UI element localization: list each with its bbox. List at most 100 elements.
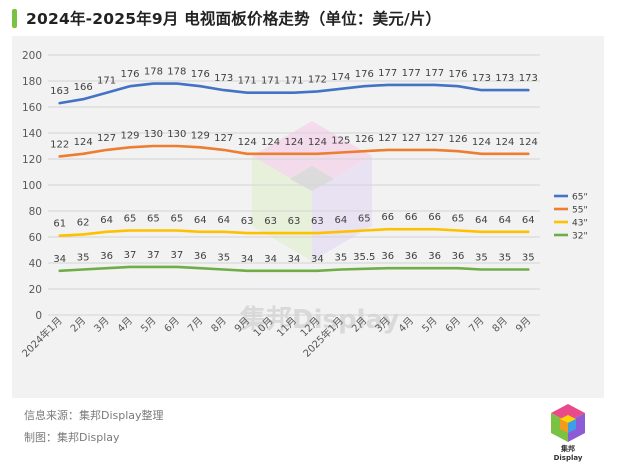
line-chart: 集邦Display0204060801001201401601802002024… — [12, 36, 604, 398]
data-label: 65 — [147, 214, 160, 225]
data-label: 65 — [124, 214, 137, 225]
y-tick-label: 140 — [22, 128, 42, 140]
brand-logo-icon — [548, 402, 588, 444]
data-label: 64 — [217, 215, 230, 226]
data-label: 124 — [519, 137, 538, 148]
data-label: 124 — [472, 137, 491, 148]
y-tick-label: 20 — [29, 284, 42, 296]
data-label: 65 — [170, 214, 183, 225]
data-label: 65 — [452, 214, 465, 225]
data-label: 64 — [522, 215, 535, 226]
data-label: 124 — [238, 137, 257, 148]
x-tick-label: 6月 — [443, 315, 463, 335]
data-label: 174 — [331, 72, 350, 83]
footer-source: 信息来源：集邦Display整理 — [24, 407, 164, 423]
x-tick-label: 5月 — [420, 315, 440, 335]
data-label: 36 — [194, 251, 207, 262]
title-accent-bar — [12, 9, 17, 28]
data-label: 171 — [284, 76, 303, 87]
data-label: 171 — [238, 76, 257, 87]
data-label: 124 — [284, 137, 303, 148]
data-label: 34 — [264, 254, 277, 265]
data-label: 127 — [97, 133, 116, 144]
title-bar: 2024年-2025年9月 电视面板价格走势（单位：美元/片） — [12, 7, 441, 29]
data-label: 64 — [194, 215, 207, 226]
data-label: 34 — [288, 254, 301, 265]
data-label: 124 — [261, 137, 280, 148]
x-tick-label: 8月 — [490, 315, 510, 335]
data-label: 176 — [355, 69, 374, 80]
data-label: 36 — [428, 251, 441, 262]
data-label: 125 — [331, 136, 350, 147]
y-tick-label: 80 — [29, 206, 42, 218]
y-tick-label: 120 — [22, 154, 42, 166]
data-label: 63 — [264, 216, 277, 227]
legend-label: 55" — [572, 206, 588, 216]
data-label: 126 — [448, 134, 467, 145]
y-tick-label: 100 — [22, 180, 42, 192]
data-label: 36 — [381, 251, 394, 262]
x-tick-label: 8月 — [209, 315, 229, 335]
x-tick-label: 4月 — [396, 315, 416, 335]
data-label: 35 — [77, 253, 90, 264]
data-label: 127 — [214, 133, 233, 144]
x-tick-label: 6月 — [162, 315, 182, 335]
data-label: 176 — [191, 69, 210, 80]
data-label: 173 — [214, 73, 233, 84]
data-label: 63 — [241, 216, 254, 227]
chart-panel: 集邦Display 0 20 40 60 80 100 120 140 160 180 200 2024… — [12, 36, 604, 398]
y-tick-label: 0 — [35, 310, 42, 322]
data-label: 35 — [522, 253, 535, 264]
data-label: 66 — [381, 212, 394, 223]
data-label: 61 — [53, 219, 66, 230]
data-label: 163 — [50, 86, 69, 97]
data-label: 129 — [120, 130, 139, 141]
data-label: 130 — [167, 129, 186, 140]
data-label: 35 — [498, 253, 511, 264]
data-label: 172 — [308, 74, 327, 85]
x-tick-label: 7月 — [466, 315, 486, 335]
x-tick-label: 7月 — [185, 315, 205, 335]
data-label: 62 — [77, 217, 90, 228]
series-line — [60, 267, 529, 271]
data-label: 36 — [405, 251, 418, 262]
data-label: 171 — [97, 76, 116, 87]
data-label: 63 — [311, 216, 324, 227]
data-label: 65 — [358, 214, 371, 225]
page-title: 2024年-2025年9月 电视面板价格走势（单位：美元/片） — [26, 7, 441, 29]
data-label: 122 — [50, 139, 69, 150]
x-tick-label: 2月 — [68, 315, 88, 335]
y-tick-label: 200 — [22, 50, 42, 62]
data-label: 177 — [425, 68, 444, 79]
y-tick-label: 40 — [29, 258, 42, 270]
y-tick-label: 160 — [22, 102, 42, 114]
legend-label: 43" — [572, 219, 588, 229]
data-label: 176 — [448, 69, 467, 80]
data-label: 37 — [124, 250, 137, 261]
data-label: 177 — [402, 68, 421, 79]
data-label: 130 — [144, 129, 163, 140]
x-tick-label: 9月 — [513, 315, 533, 335]
data-label: 171 — [261, 76, 280, 87]
data-label: 173 — [519, 73, 538, 84]
data-label: 36 — [100, 251, 113, 262]
data-label: 35.5 — [353, 252, 375, 263]
data-label: 35 — [334, 253, 347, 264]
data-label: 34 — [53, 254, 66, 265]
data-label: 36 — [452, 251, 465, 262]
data-label: 66 — [428, 212, 441, 223]
data-label: 173 — [495, 73, 514, 84]
data-label: 129 — [191, 130, 210, 141]
data-label: 177 — [378, 68, 397, 79]
data-label: 178 — [167, 67, 186, 78]
footer-maker: 制图：集邦Display — [24, 429, 120, 445]
data-label: 124 — [74, 137, 93, 148]
x-tick-label: 5月 — [138, 315, 158, 335]
data-label: 63 — [288, 216, 301, 227]
data-label: 178 — [144, 67, 163, 78]
data-label: 127 — [425, 133, 444, 144]
data-label: 34 — [311, 254, 324, 265]
x-tick-label: 3月 — [92, 315, 112, 335]
data-label: 173 — [472, 73, 491, 84]
data-label: 64 — [475, 215, 488, 226]
